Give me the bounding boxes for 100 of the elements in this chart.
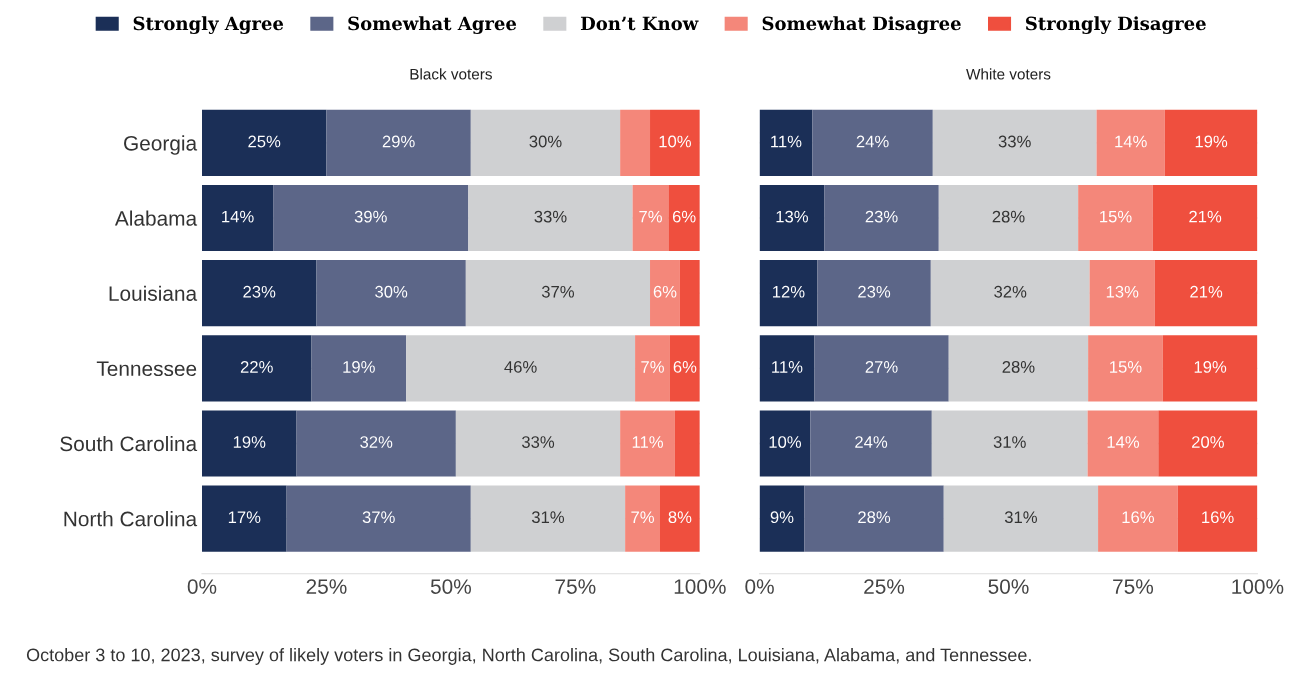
bar xyxy=(948,335,1089,402)
data-label: 15% xyxy=(1100,210,1132,223)
data-label: 16% xyxy=(1122,511,1154,524)
x-tick-label: 0% xyxy=(745,579,774,594)
bar xyxy=(625,485,660,552)
data-label: 14% xyxy=(222,210,254,223)
data-label: 23% xyxy=(858,285,891,298)
data-label: 25% xyxy=(248,135,281,148)
data-label: 19% xyxy=(1195,135,1228,148)
legend-label: Somewhat Agree xyxy=(348,16,517,34)
data-label: 8% xyxy=(668,511,692,524)
bar xyxy=(674,410,700,477)
bar xyxy=(759,260,818,327)
text: October 3 to 10, 2023, survey of likely voters in Georgia, North Carolina, South Carolina, Louisiana, Alabama, and Tennessee. xyxy=(26,648,1031,665)
bar xyxy=(931,410,1088,477)
data-label: 33% xyxy=(521,436,555,448)
data-label: 6% xyxy=(673,360,697,373)
data-label: 12% xyxy=(773,285,805,298)
chart-title: White voters xyxy=(966,68,1051,80)
bar xyxy=(620,109,651,176)
x-tick-label: 25% xyxy=(306,579,347,594)
x-tick-label: 75% xyxy=(1113,579,1154,594)
bar xyxy=(201,184,274,252)
bar xyxy=(650,260,680,327)
y-tick-label: Georgia xyxy=(124,135,198,155)
bar xyxy=(455,410,621,477)
bar xyxy=(273,184,469,252)
bar xyxy=(1096,109,1165,176)
data-label: 20% xyxy=(1192,436,1224,448)
data-label: 6% xyxy=(672,210,696,223)
bar xyxy=(930,260,1090,327)
data-label: 27% xyxy=(865,360,898,373)
data-label: 28% xyxy=(1002,360,1035,373)
data-label: 13% xyxy=(1106,285,1139,298)
data-label: 32% xyxy=(994,285,1027,298)
bar xyxy=(824,184,939,252)
bar xyxy=(759,109,813,176)
legend-label: Don’t Know xyxy=(580,16,699,31)
bar xyxy=(201,260,317,327)
bar xyxy=(759,485,805,552)
bar xyxy=(201,485,287,552)
data-label: 24% xyxy=(856,135,889,148)
bar xyxy=(1152,184,1258,252)
bar xyxy=(311,335,407,402)
bar xyxy=(812,109,933,176)
data-label: 19% xyxy=(233,436,266,448)
bar xyxy=(810,410,932,477)
bar xyxy=(470,109,621,176)
data-label: 11% xyxy=(632,436,664,448)
data-label: 39% xyxy=(354,210,387,223)
data-label: 10% xyxy=(769,436,802,448)
data-label: 32% xyxy=(360,436,393,448)
data-label: 31% xyxy=(1004,511,1038,524)
data-label: 31% xyxy=(993,436,1026,448)
data-label: 21% xyxy=(1189,210,1222,223)
data-label: 30% xyxy=(529,135,562,148)
data-label: 46% xyxy=(504,360,537,373)
data-label: 30% xyxy=(375,285,408,298)
bar xyxy=(1098,485,1178,552)
bar xyxy=(1154,260,1258,327)
y-tick-label: South Carolina xyxy=(60,435,198,452)
legend-label: Somewhat Disagree xyxy=(762,16,961,34)
bar xyxy=(465,260,651,327)
data-label: 10% xyxy=(659,135,691,148)
bar xyxy=(468,184,633,252)
x-tick-label: 0% xyxy=(187,579,217,594)
bar xyxy=(296,410,456,477)
data-label: 33% xyxy=(534,210,567,223)
bar xyxy=(316,260,466,327)
bar xyxy=(938,184,1079,252)
x-tick-label: 75% xyxy=(555,579,596,594)
x-tick-label: 25% xyxy=(864,579,905,594)
bar xyxy=(650,109,700,176)
bar xyxy=(286,485,471,552)
data-label: 7% xyxy=(641,361,664,373)
x-tick-label: 50% xyxy=(430,579,471,594)
y-tick-label: Louisiana xyxy=(109,285,198,301)
bar xyxy=(326,109,471,176)
x-tick-label: 100% xyxy=(1232,579,1284,594)
data-label: 31% xyxy=(531,511,565,524)
data-label: 29% xyxy=(382,135,415,148)
bar xyxy=(804,485,944,552)
bar xyxy=(669,335,700,402)
data-label: 14% xyxy=(1115,135,1147,148)
y-tick-label: Alabama xyxy=(114,210,198,226)
x-tick-label: 50% xyxy=(988,579,1029,594)
bar xyxy=(759,335,815,402)
data-label: 37% xyxy=(541,285,575,298)
bar xyxy=(759,184,825,252)
bar xyxy=(759,410,811,477)
bar xyxy=(932,109,1097,176)
bar xyxy=(201,335,312,402)
bar xyxy=(635,335,670,402)
data-label: 9% xyxy=(770,511,794,524)
data-label: 7% xyxy=(639,210,662,223)
bar xyxy=(1088,335,1163,402)
data-label: 6% xyxy=(653,285,677,298)
data-label: 19% xyxy=(343,360,375,373)
data-label: 13% xyxy=(776,210,808,223)
bar xyxy=(1164,109,1258,176)
